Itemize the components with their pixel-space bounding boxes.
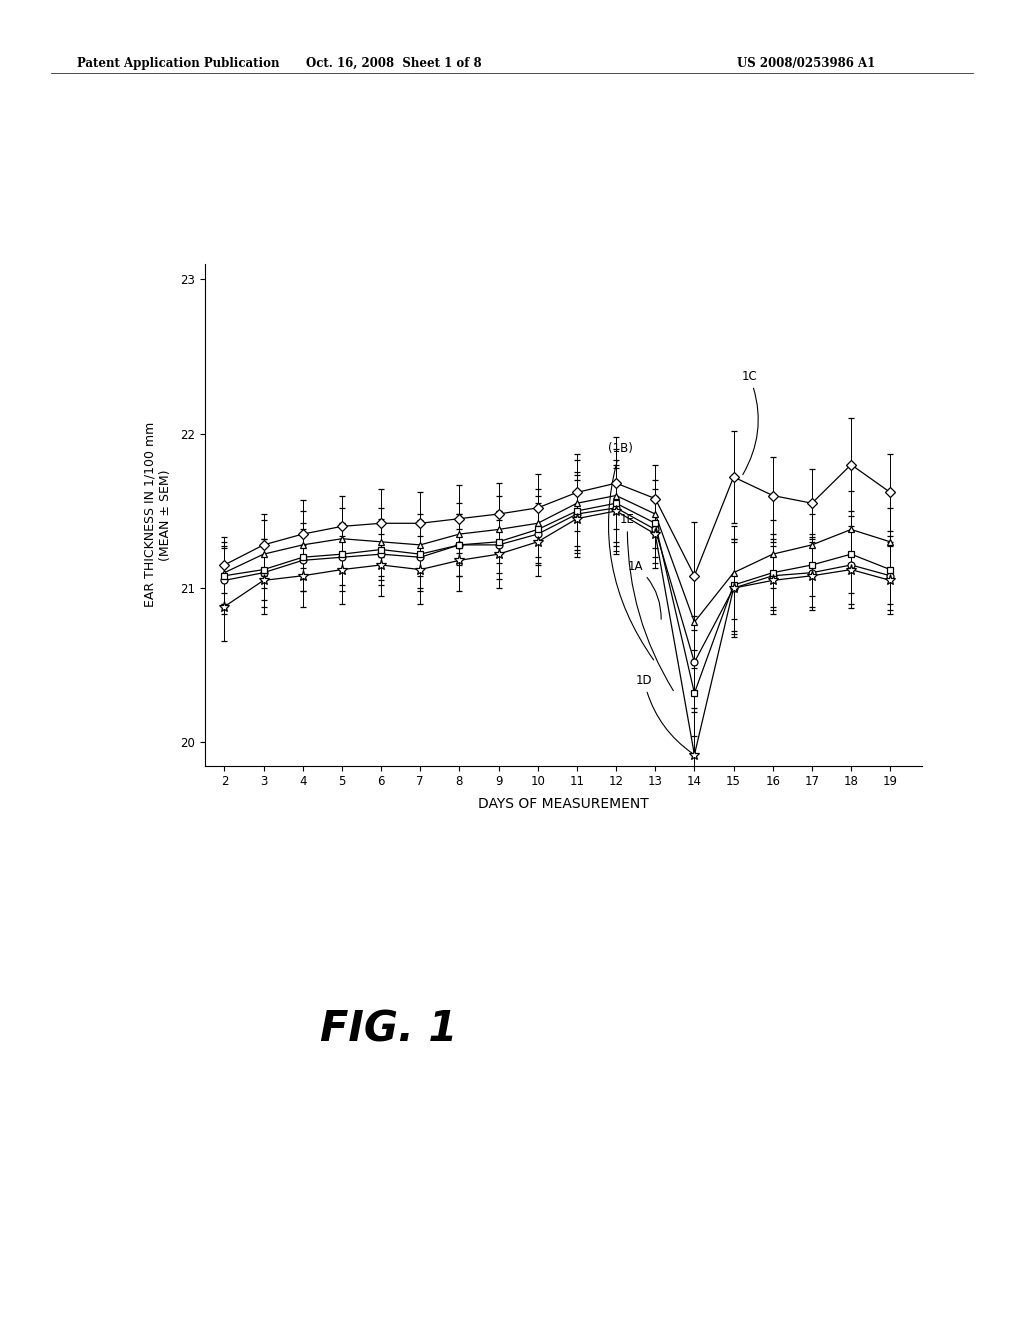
Text: Patent Application Publication: Patent Application Publication (77, 57, 280, 70)
Text: Oct. 16, 2008  Sheet 1 of 8: Oct. 16, 2008 Sheet 1 of 8 (306, 57, 482, 70)
Text: 1C: 1C (741, 370, 758, 475)
Text: FIG. 1: FIG. 1 (321, 1008, 458, 1051)
Text: (1B): (1B) (608, 442, 653, 660)
Text: 1A: 1A (628, 560, 662, 619)
Text: 1D: 1D (636, 673, 692, 754)
Y-axis label: EAR THICKNESS IN 1/100 mm
(MEAN ± SEM): EAR THICKNESS IN 1/100 mm (MEAN ± SEM) (143, 422, 172, 607)
Text: US 2008/0253986 A1: US 2008/0253986 A1 (737, 57, 876, 70)
X-axis label: DAYS OF MEASUREMENT: DAYS OF MEASUREMENT (478, 797, 648, 810)
Text: 1E: 1E (620, 513, 674, 690)
